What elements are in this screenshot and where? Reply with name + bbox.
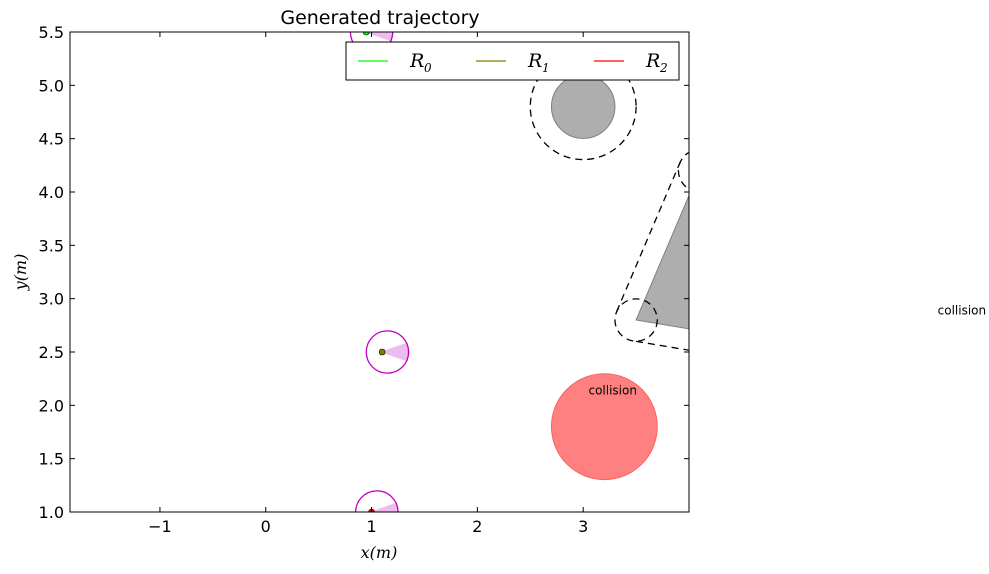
obstacle-margin (529, 53, 637, 161)
y-tick-label: 3.0 (39, 290, 64, 309)
legend-label-sub: 2 (659, 61, 668, 75)
y-tick-label: 4.5 (39, 130, 64, 149)
y-axis-label: y(m) (11, 254, 30, 292)
plot-frame (69, 31, 690, 513)
legend-label: R (409, 50, 424, 72)
y-tick-label: 1.5 (39, 450, 64, 469)
annotation-text: collision (938, 304, 986, 318)
obstacle-triangle (635, 194, 689, 330)
obstacle-circle (550, 74, 616, 139)
legend-label-sub: 1 (542, 61, 550, 75)
robot-outline (365, 330, 410, 374)
obstacle-margin-corner (677, 151, 689, 190)
annotations: collision collision (588, 304, 986, 398)
legend-box (345, 41, 680, 81)
x-axis-label: x(m) (361, 543, 398, 562)
y-tick-label: 2.5 (39, 343, 64, 362)
annotation-text: collision (588, 384, 636, 398)
robot-marker (362, 32, 370, 36)
obstacle-margin-edge (616, 162, 681, 312)
x-tick-label: 2 (472, 517, 482, 536)
x-tick-label: 3 (578, 517, 588, 536)
legend-label: R (527, 50, 542, 72)
axes: −1 0 1 2 3 1.0 1.5 2.0 2.5 3.0 3.5 4.0 4.5 5.0 5.5 (39, 23, 689, 536)
x-tick-label: 0 (261, 517, 271, 536)
y-tick-label: 5.0 (39, 76, 64, 95)
legend-label-sub: 0 (424, 61, 432, 75)
obstacle-margin-edge (635, 340, 689, 351)
robot-fov (380, 342, 410, 362)
y-tick-label: 4.0 (39, 183, 64, 202)
robot-marker (378, 348, 386, 356)
obstacle-margin-corner (614, 298, 658, 342)
chart-title: Generated trajectory (280, 7, 479, 29)
robot-fov (369, 502, 400, 512)
collision-region (550, 373, 658, 481)
plot-area (349, 32, 689, 512)
y-tick-label: 3.5 (39, 236, 64, 255)
legend-label: R (645, 50, 660, 72)
y-tick-label: 5.5 (39, 23, 64, 42)
y-tick-label: 2.0 (39, 396, 64, 415)
robot-outline (355, 490, 399, 512)
y-tick-label: 1.0 (39, 503, 64, 522)
x-tick-label: −1 (148, 517, 172, 536)
x-tick-label: 1 (366, 517, 376, 536)
